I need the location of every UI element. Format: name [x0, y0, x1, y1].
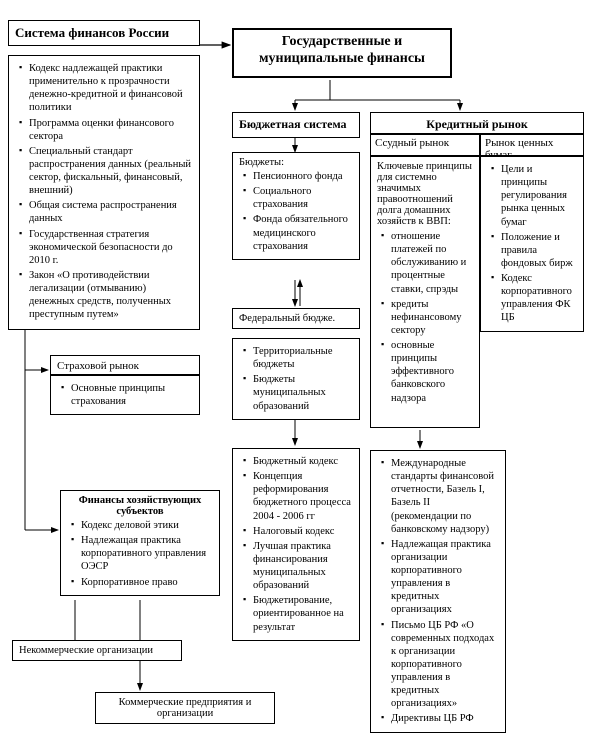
list-item: основные принципы эффективного банковско…: [381, 339, 473, 405]
list-item: Территориальные бюджеты: [243, 345, 353, 371]
corp-box: Финансы хозяйствующих субъектов Кодекс д…: [60, 490, 220, 596]
list-item: Бюджеты муниципальных образований: [243, 373, 353, 412]
loan-intro: Ключевые принципы для системно значимых …: [377, 161, 473, 227]
list-item: Закон «О противодействии легализации (от…: [19, 269, 193, 322]
gov-title: Государственные и муниципальные финансы: [240, 34, 444, 68]
gov-box: Государственные и муниципальные финансы: [232, 28, 452, 78]
list-item: Цели и принципы регулирования рынка ценн…: [491, 163, 577, 229]
list-item: Надлежащая практика организации корпорат…: [381, 538, 499, 617]
list-item: Бюджетный кодекс: [243, 455, 353, 468]
budget-sys-box: Бюджетная система: [232, 112, 360, 138]
list-item: Надлежащая практика корпоративного управ…: [71, 534, 213, 573]
sec-mkt-head: Рынок ценных бумаг: [480, 134, 584, 156]
list-item: Фонда обязательного медицинского страхов…: [243, 213, 353, 252]
list-item: Налоговый кодекс: [243, 525, 353, 538]
budgets-list: Пенсионного фонда Социального страховани…: [239, 170, 353, 253]
list-item: кредиты нефинансовому сектору: [381, 298, 473, 337]
list-item: Программа оценки финансового сектора: [19, 117, 193, 143]
credit-mkt-title: Кредитный рынок: [377, 117, 577, 132]
federal-head-box: Федеральный бюдже.: [232, 308, 360, 329]
loan-mkt2-box: Международные стандарты финансовой отчет…: [370, 450, 506, 733]
budgets-head: Бюджеты:: [239, 157, 353, 168]
budget-docs-box: Бюджетный кодекс Концепция реформировани…: [232, 448, 360, 641]
loan-mkt-title: Ссудный рынок: [375, 137, 449, 149]
list-item: отношение платежей по обслуживанию и про…: [381, 230, 473, 296]
list-item: Кодекс надлежащей практики применительно…: [19, 62, 193, 115]
list-item: Пенсионного фонда: [243, 170, 353, 183]
corp-title: Финансы хозяйствующих субъектов: [67, 495, 213, 517]
federal-head: Федеральный бюдже.: [239, 313, 353, 324]
root-items-box: Кодекс надлежащей практики применительно…: [8, 55, 200, 330]
nonprofit-title: Некоммерческие организации: [19, 645, 153, 656]
list-item: Лучшая практика финансирования муниципал…: [243, 540, 353, 593]
loan-mkt-box: Ключевые принципы для системно значимых …: [370, 156, 480, 428]
nonprofit-box: Некоммерческие организации: [12, 640, 182, 661]
list-item: Положение и правила фондовых бирж: [491, 231, 577, 270]
list-item: Международные стандарты финансовой отчет…: [381, 457, 499, 536]
budget-docs-list: Бюджетный кодекс Концепция реформировани…: [239, 455, 353, 634]
budget-sys-title: Бюджетная система: [239, 117, 353, 132]
insurance-title-box: Страховой рынок: [50, 355, 200, 375]
list-item: Государственная стратегия экономической …: [19, 228, 193, 267]
loan-mkt-head: Ссудный рынок: [370, 134, 480, 156]
budgets-box: Бюджеты: Пенсионного фонда Социального с…: [232, 152, 360, 260]
list-item: Бюджетирование, ориентированное на резул…: [243, 594, 353, 633]
list-item: Кодекс корпоративного управления ФК ЦБ: [491, 272, 577, 325]
root-title-box: Система финансов России: [8, 20, 200, 46]
root-title: Система финансов России: [15, 25, 193, 41]
commercial-title: Коммерческие предприятия и организации: [119, 697, 252, 719]
list-item: Директивы ЦБ РФ: [381, 712, 499, 725]
list-item: Письмо ЦБ РФ «О современных подходах к о…: [381, 619, 499, 711]
insurance-items-box: Основные принципы страхования: [50, 375, 200, 415]
list-item: Кодекс деловой этики: [71, 519, 213, 532]
federal-list: Территориальные бюджеты Бюджеты муниципа…: [239, 345, 353, 413]
list-item: Концепция реформирования бюджетного проц…: [243, 470, 353, 523]
sec-list: Цели и принципы регулирования рынка ценн…: [487, 163, 577, 325]
sec-mkt-box: Цели и принципы регулирования рынка ценн…: [480, 156, 584, 332]
list-item: Корпоративное право: [71, 576, 213, 589]
insurance-list: Основные принципы страхования: [57, 382, 193, 408]
loan2-list: Международные стандарты финансовой отчет…: [377, 457, 499, 726]
list-item: Основные принципы страхования: [61, 382, 193, 408]
list-item: Специальный стандарт распространения дан…: [19, 145, 193, 198]
federal-items-box: Территориальные бюджеты Бюджеты муниципа…: [232, 338, 360, 420]
insurance-title: Страховой рынок: [57, 360, 139, 372]
list-item: Социального страхования: [243, 185, 353, 211]
loan-list: отношение платежей по обслуживанию и про…: [377, 230, 473, 405]
commercial-box: Коммерческие предприятия и организации: [95, 692, 275, 724]
credit-mkt-box: Кредитный рынок: [370, 112, 584, 134]
list-item: Общая система распространения данных: [19, 199, 193, 225]
corp-list: Кодекс деловой этики Надлежащая практика…: [67, 519, 213, 589]
root-items-list: Кодекс надлежащей практики применительно…: [15, 62, 193, 321]
